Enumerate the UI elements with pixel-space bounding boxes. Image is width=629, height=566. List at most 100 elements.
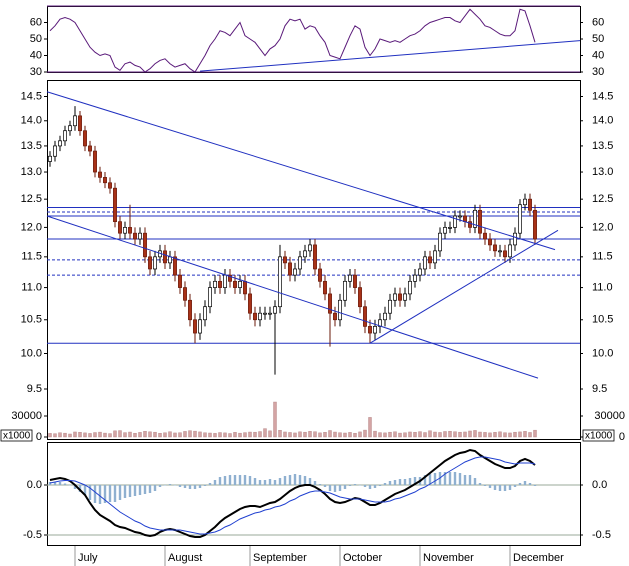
volume-bar xyxy=(328,430,332,438)
volume-bar xyxy=(168,431,172,438)
candle-body xyxy=(468,221,472,228)
y-tick-label: 10.5 xyxy=(592,314,613,326)
candle-body xyxy=(278,256,282,308)
volume-bar xyxy=(73,431,77,438)
volume-bar xyxy=(98,431,102,438)
trendline xyxy=(199,40,581,72)
histogram-bar xyxy=(143,485,147,494)
volume-bar xyxy=(88,433,92,438)
volume-bar xyxy=(358,431,362,438)
candle-body xyxy=(433,250,437,264)
volume-bar xyxy=(58,432,62,438)
histogram-bar xyxy=(398,479,402,485)
candle-body xyxy=(203,306,207,321)
histogram-bar xyxy=(198,485,202,488)
volume-bar xyxy=(453,431,457,438)
candle-body xyxy=(398,293,402,301)
candle-body xyxy=(233,280,237,288)
candle-body xyxy=(293,268,297,276)
y-tick-label: 12.0 xyxy=(21,221,42,233)
histogram-bar xyxy=(218,477,222,485)
histogram-bar xyxy=(163,485,167,486)
candle-body xyxy=(513,232,517,246)
volume-bar xyxy=(418,431,422,438)
candle-body xyxy=(488,238,492,246)
y-tick-label: 30 xyxy=(30,66,42,78)
candle-body xyxy=(348,274,352,282)
histogram-bar xyxy=(328,485,332,491)
histogram-bar xyxy=(458,473,462,485)
candle-body xyxy=(528,198,532,211)
candle-body xyxy=(188,299,192,321)
volume-bar xyxy=(303,431,307,438)
histogram-bar xyxy=(353,484,357,485)
volume-bar xyxy=(103,432,107,438)
histogram-bar xyxy=(363,485,367,487)
candle-body xyxy=(163,250,167,264)
volume-bar xyxy=(513,431,517,438)
histogram-bar xyxy=(233,475,237,485)
y-tick-label: 13.0 xyxy=(21,166,42,178)
candle-body xyxy=(428,256,432,264)
candle-body xyxy=(138,232,142,240)
y-tick-label: 10.0 xyxy=(592,347,613,359)
candle-body xyxy=(193,319,197,334)
histogram-bar xyxy=(323,485,327,487)
histogram-bar xyxy=(148,485,152,493)
volume-bar xyxy=(238,432,242,438)
volume-bar xyxy=(208,432,212,438)
histogram-bar xyxy=(258,480,262,485)
macd-line xyxy=(49,456,536,535)
volume-bar xyxy=(248,431,252,438)
volume-bar xyxy=(63,432,67,438)
histogram-bar xyxy=(403,479,407,485)
x-tick-label: July xyxy=(78,552,98,564)
histogram-bar xyxy=(473,478,477,485)
histogram-bar xyxy=(348,485,352,486)
volume-bar xyxy=(408,431,412,438)
volume-bar xyxy=(478,431,482,438)
volume-bar xyxy=(308,431,312,438)
y-tick-label: 0.0 xyxy=(27,479,42,491)
histogram-bar xyxy=(138,485,142,495)
candle-body xyxy=(273,306,277,314)
histogram-bar xyxy=(318,484,322,485)
candle-body xyxy=(143,232,147,258)
y-tick-label: 30000 xyxy=(11,410,42,422)
volume-bar xyxy=(463,431,467,438)
histogram-bar xyxy=(273,480,277,485)
y-tick-label: 60 xyxy=(592,16,604,28)
volume-bar xyxy=(253,431,257,438)
histogram-bar xyxy=(283,476,287,485)
histogram-bar xyxy=(308,478,312,485)
candle-body xyxy=(408,280,412,295)
volume-bar xyxy=(413,432,417,438)
histogram-bar xyxy=(423,475,427,485)
y-tick-label: -0.5 xyxy=(23,529,42,541)
candle-body xyxy=(373,326,377,334)
volume-bar xyxy=(533,429,537,438)
histogram-bar xyxy=(443,472,447,485)
candle-body xyxy=(113,187,117,223)
histogram-bar xyxy=(333,485,337,492)
histogram-bar xyxy=(288,475,292,485)
volume-bar xyxy=(473,430,477,438)
candle-body xyxy=(388,299,392,314)
histogram-bar xyxy=(468,475,472,485)
histogram-bar xyxy=(238,475,242,485)
volume-bar xyxy=(283,431,287,438)
candle-body xyxy=(518,204,522,234)
candle-body xyxy=(478,209,482,234)
candle-body xyxy=(213,280,217,288)
volume-bar xyxy=(318,432,322,438)
candle-body xyxy=(253,312,257,321)
volume-bar xyxy=(298,431,302,438)
trendline xyxy=(369,229,559,344)
y-tick-label: 9.5 xyxy=(592,383,607,395)
histogram-bar xyxy=(53,482,57,485)
y-tick-label: 11.0 xyxy=(592,281,613,293)
histogram-bar xyxy=(228,475,232,485)
candle-body xyxy=(393,293,397,301)
histogram-bar xyxy=(88,485,92,500)
volume-bar xyxy=(178,432,182,438)
